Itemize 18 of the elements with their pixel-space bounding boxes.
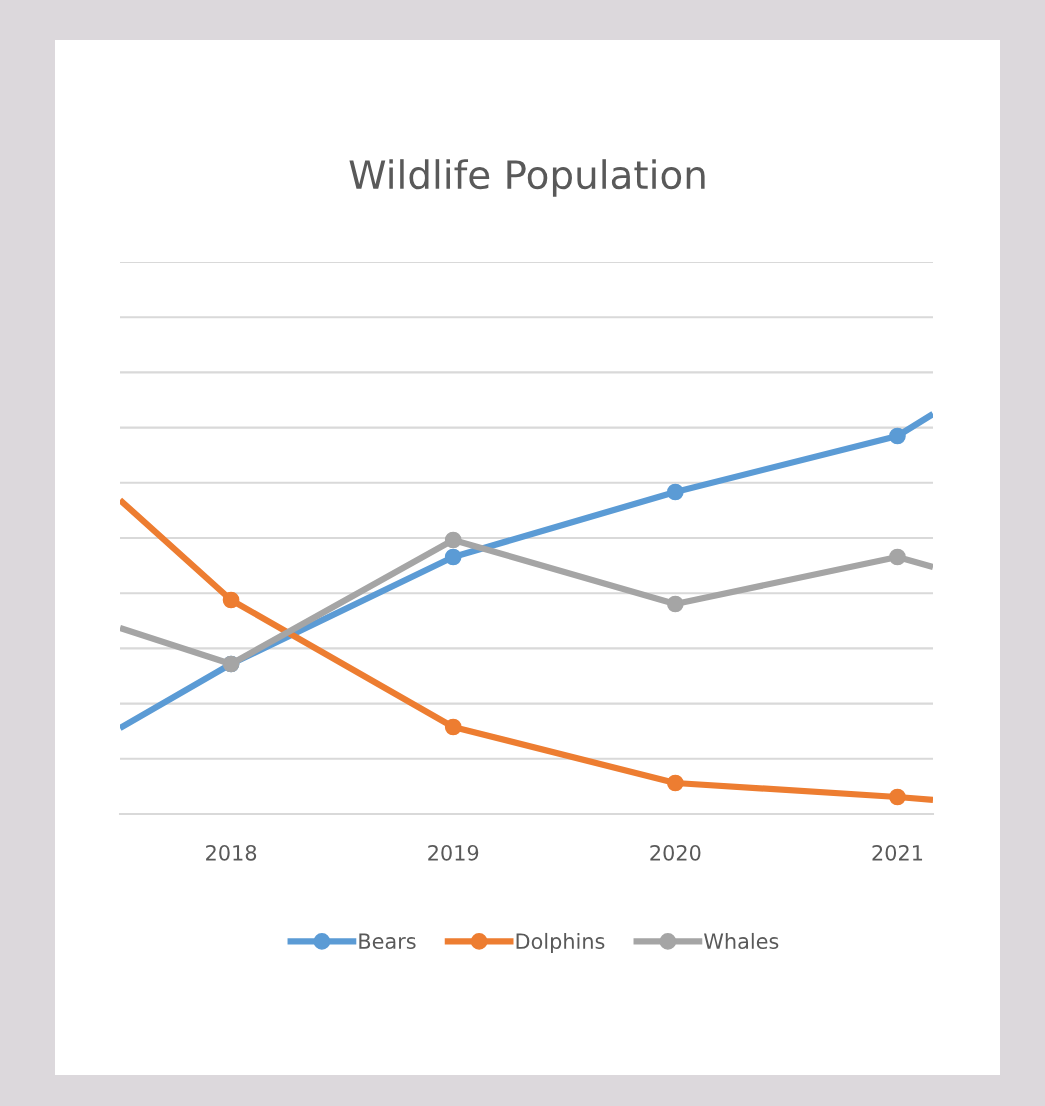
point — [444, 531, 462, 549]
point — [889, 427, 906, 445]
x-tick-label: 2019 — [428, 844, 479, 861]
legend-label: Whales — [704, 932, 779, 950]
point — [666, 595, 684, 613]
point — [889, 548, 906, 566]
point — [444, 718, 462, 736]
x-tick-label: 2021 — [872, 844, 923, 861]
legend-label: Dolphins — [516, 932, 605, 954]
legend-label: Bears — [359, 933, 416, 950]
x-tick-label: 2020 — [650, 844, 701, 861]
point — [444, 548, 462, 566]
x-tick-label: 2018 — [206, 844, 257, 861]
point — [222, 591, 240, 609]
point — [666, 774, 684, 792]
chart-title: Wildlife Population — [349, 159, 705, 197]
point — [666, 483, 684, 501]
point — [889, 788, 906, 806]
